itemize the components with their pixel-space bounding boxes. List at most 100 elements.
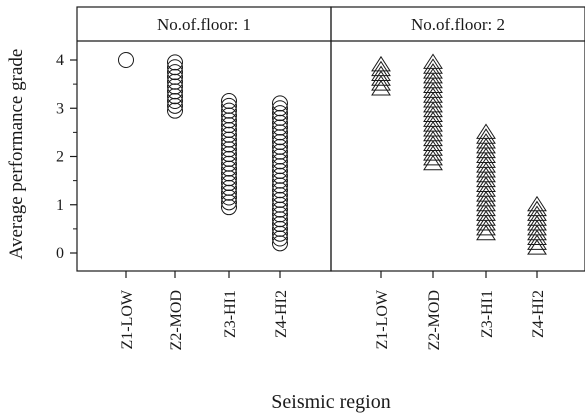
triangle-point <box>476 176 496 192</box>
circle-point <box>272 124 288 141</box>
y-tick-label: 2 <box>56 149 64 166</box>
triangle-point <box>423 154 443 171</box>
circle-point <box>272 167 288 184</box>
circle-point <box>221 150 237 167</box>
triangle-point <box>476 181 496 197</box>
panel-title: No.of.floor: 1 <box>157 15 251 34</box>
circle-point <box>167 93 183 110</box>
y-tick-label: 1 <box>56 197 64 214</box>
circle-point <box>221 131 237 148</box>
circle-point <box>221 160 237 177</box>
x-tick-label: Z3-HI1 <box>479 290 496 338</box>
triangle-point <box>423 149 443 166</box>
circle-point <box>221 121 237 138</box>
circle-point <box>272 119 288 136</box>
x-axis-label: Seismic region <box>271 391 390 413</box>
circle-point <box>167 83 183 100</box>
x-axis: Z1-LOW Z2-MOD Z3-HI1 Z4-HI2 Z1-LOW Z2-MOD Z3-H… <box>119 271 547 350</box>
triangle-point <box>423 96 443 113</box>
triangle-point <box>476 123 496 139</box>
circle-point <box>272 216 288 233</box>
triangle-point <box>423 111 443 127</box>
triangle-point <box>476 195 496 212</box>
triangle-point <box>423 72 443 89</box>
triangle-point <box>527 229 547 246</box>
circle-point <box>167 102 183 119</box>
triangle-point <box>371 70 391 86</box>
triangle-point <box>527 239 547 255</box>
triangle-point <box>476 200 496 217</box>
triangle-point <box>527 195 547 212</box>
circle-point <box>221 155 237 172</box>
circle-point <box>221 136 237 153</box>
triangle-point <box>423 63 443 79</box>
circle-point <box>221 102 237 119</box>
triangle-point <box>527 210 547 226</box>
circle-point <box>272 201 288 218</box>
triangle-point <box>476 219 496 236</box>
circle-point <box>272 105 288 122</box>
circle-point <box>221 189 237 206</box>
triangle-point <box>476 210 496 226</box>
data-marks <box>118 52 547 255</box>
triangle-point <box>423 145 443 161</box>
circle-point <box>272 129 288 146</box>
circle-point <box>272 177 288 194</box>
triangle-point <box>527 215 547 231</box>
triangle-point <box>476 224 496 241</box>
triangle-point <box>476 205 496 221</box>
circle-point <box>272 182 288 199</box>
circle-point <box>221 141 237 158</box>
circle-point <box>118 52 134 68</box>
panel-frames: No.of.floor: 1 No.of.floor: 2 <box>76 6 585 272</box>
circle-point <box>167 73 183 90</box>
circle-point <box>272 100 288 117</box>
triangle-point <box>423 77 443 94</box>
y-tick-label: 0 <box>56 245 64 262</box>
triangle-point <box>423 53 443 69</box>
circle-point <box>221 126 237 143</box>
x-tick-label: Z1-LOW <box>119 289 136 349</box>
triangle-point <box>476 166 496 183</box>
triangle-point <box>476 171 496 188</box>
panel-frame <box>76 6 332 272</box>
triangle-point <box>476 147 496 163</box>
triangle-point <box>527 224 547 241</box>
circle-point <box>221 107 237 124</box>
triangle-point <box>371 65 391 81</box>
triangle-point <box>423 82 443 98</box>
circle-point <box>221 194 237 211</box>
circle-point <box>221 179 237 196</box>
circle-point <box>167 88 183 105</box>
triangle-point <box>423 135 443 151</box>
triangle-point <box>423 125 443 142</box>
circle-point <box>221 170 237 187</box>
circle-point <box>272 95 288 112</box>
circle-point <box>272 187 288 204</box>
x-tick-label: Z4-HI2 <box>530 290 547 338</box>
circle-point <box>221 117 237 134</box>
triangle-point <box>423 106 443 122</box>
triangle-point <box>423 130 443 147</box>
circle-point <box>272 162 288 179</box>
panel-title: No.of.floor: 2 <box>411 15 505 34</box>
triangle-point <box>423 58 443 74</box>
triangle-point <box>476 157 496 173</box>
x-tick-label: Z2-MOD <box>168 290 185 350</box>
triangle-point <box>371 60 391 77</box>
triangle-point <box>527 200 547 217</box>
triangle-point <box>476 128 496 144</box>
y-tick-label: 3 <box>56 100 64 117</box>
triangle-point <box>371 75 391 91</box>
circle-point <box>221 184 237 201</box>
circle-point <box>272 138 288 155</box>
circle-point <box>272 114 288 131</box>
circle-point <box>167 54 183 71</box>
triangle-point <box>476 162 496 178</box>
circle-point <box>272 191 288 208</box>
triangle-point <box>476 191 496 207</box>
triangle-point <box>476 133 496 149</box>
triangle-point <box>423 140 443 156</box>
circle-point <box>272 172 288 189</box>
